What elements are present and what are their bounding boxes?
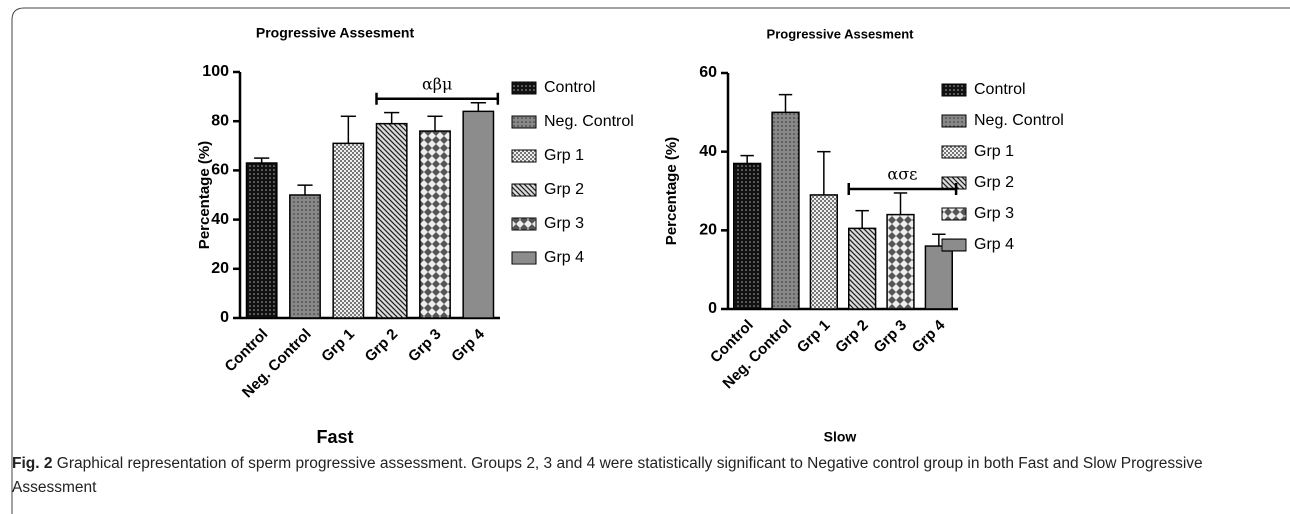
y-axis-label: Percentage (%) (196, 141, 213, 249)
x-tick-label: Grp 1 (318, 326, 358, 366)
legend-swatch (511, 149, 537, 163)
legend-swatch (511, 217, 537, 231)
y-tick-label: 20 (211, 260, 229, 277)
bar (733, 162, 762, 310)
legend-label: Grp 1 (544, 147, 584, 164)
significance-bracket (847, 182, 958, 195)
caption: Fig. 2 Graphical representation of sperm… (12, 452, 1272, 500)
x-tick-label: Grp 3 (870, 317, 910, 357)
y-tick-label: 40 (211, 211, 229, 228)
bar (462, 110, 495, 319)
legend-swatch (511, 115, 537, 129)
bar (771, 111, 800, 310)
legend-label: Grp 4 (544, 249, 584, 266)
chart-title: Progressive Assesment (256, 25, 415, 41)
legend-label: Control (544, 79, 596, 96)
legend-label: Neg. Control (544, 113, 634, 130)
annotation: ασε (887, 164, 917, 183)
bar (809, 194, 839, 310)
annotation: αβμ (422, 74, 452, 93)
bar (289, 194, 321, 319)
x-tick-label: Grp 2 (832, 317, 872, 357)
legend-label: Grp 4 (974, 236, 1014, 253)
legend-label: Control (974, 81, 1026, 98)
x-tick-label: Grp 4 (448, 325, 488, 365)
y-tick-label: 60 (699, 64, 717, 81)
x-tick-label: Grp 2 (362, 326, 402, 366)
legend-swatch (511, 183, 537, 197)
legend-swatch (941, 145, 967, 159)
x-axis-label: Slow (824, 429, 857, 445)
y-tick-label: 0 (708, 300, 717, 317)
legend-label: Grp 2 (974, 174, 1014, 191)
legend-swatch (941, 114, 967, 128)
bar (419, 130, 451, 319)
bar (848, 227, 877, 310)
chart-title: Progressive Assesment (767, 26, 915, 41)
y-tick-label: 40 (699, 143, 717, 160)
legend-label: Neg. Control (974, 112, 1064, 129)
y-axis-label: Percentage (%) (663, 137, 680, 245)
caption-label: Fig. 2 (12, 455, 53, 472)
y-tick-label: 20 (699, 222, 717, 239)
legend-label: Grp 3 (544, 215, 584, 232)
x-tick-label: Grp 1 (794, 317, 834, 357)
legend-swatch (511, 81, 537, 95)
x-tick-label: Grp 4 (909, 316, 949, 356)
bar (332, 142, 365, 319)
y-tick-label: 80 (211, 112, 229, 129)
legend-swatch (941, 176, 967, 190)
legend-label: Grp 2 (544, 181, 584, 198)
legend-swatch (941, 83, 967, 97)
legend-swatch (941, 207, 967, 221)
legend-label: Grp 1 (974, 143, 1014, 160)
bar (245, 162, 278, 319)
bar (886, 213, 915, 310)
legend-swatch (511, 251, 537, 265)
caption-text: Graphical representation of sperm progre… (12, 455, 1203, 496)
legend-swatch (941, 238, 967, 252)
y-tick-label: 60 (211, 162, 229, 179)
legend-label: Grp 3 (974, 205, 1014, 222)
significance-bracket (375, 92, 500, 105)
x-tick-label: Grp 3 (405, 326, 445, 366)
bar (375, 122, 408, 319)
y-tick-label: 0 (220, 309, 229, 326)
figure-frame (11, 7, 1290, 514)
x-axis-label: Fast (316, 427, 353, 447)
y-tick-label: 100 (202, 63, 229, 80)
bar (924, 245, 954, 310)
